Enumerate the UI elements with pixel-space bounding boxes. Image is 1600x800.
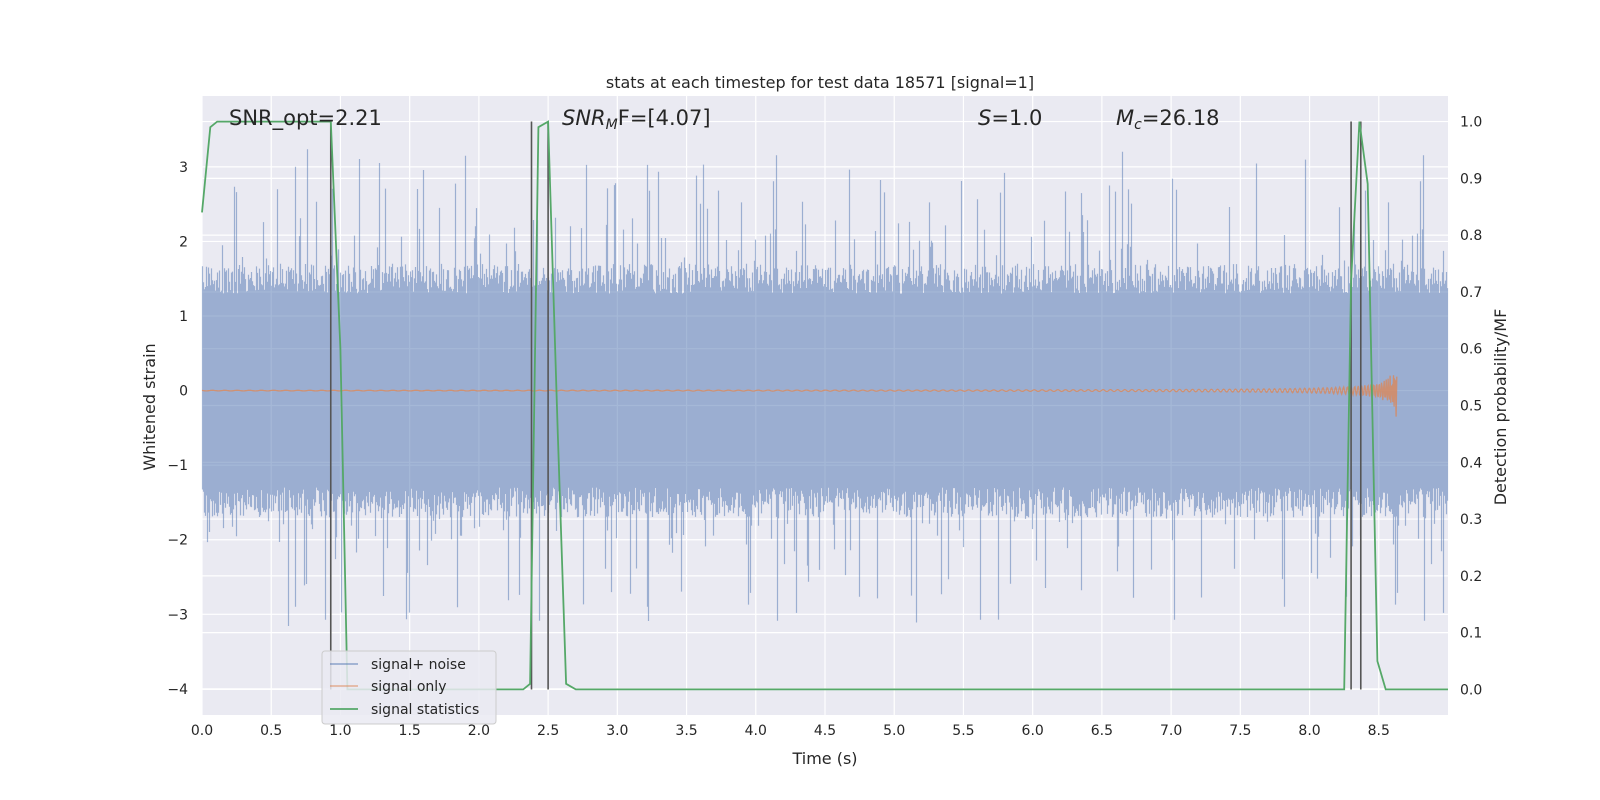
x-axis-label: Time (s) xyxy=(791,749,857,768)
x-tick-label: 8.5 xyxy=(1368,723,1390,739)
x-tick-label: 2.5 xyxy=(537,723,559,739)
y-tick-label: −3 xyxy=(167,607,188,623)
y-tick-label: −2 xyxy=(167,533,188,549)
y2-tick-label: 0.3 xyxy=(1460,512,1482,528)
y-tick-label: 1 xyxy=(179,309,188,325)
y2-tick-label: 0.5 xyxy=(1460,399,1482,415)
x-tick-label: 0.0 xyxy=(191,723,213,739)
y2-axis-label: Detection probability/MF xyxy=(1491,309,1510,506)
x-tick-label: 7.0 xyxy=(1160,723,1182,739)
y2-tick-label: 0.1 xyxy=(1460,626,1482,642)
legend-label-signal-statistics: signal statistics xyxy=(371,702,479,718)
y-axis-ticks: −4 −3 −2 −1 0 1 2 3 xyxy=(167,160,188,698)
y2-tick-label: 0.4 xyxy=(1460,455,1482,471)
x-tick-label: 5.5 xyxy=(952,723,974,739)
legend-label-signal-noise: signal+ noise xyxy=(371,657,466,673)
y-tick-label: 3 xyxy=(179,160,188,176)
x-tick-label: 5.0 xyxy=(883,723,905,739)
y-tick-label: −4 xyxy=(167,682,188,698)
annotation-s: S=1.0 xyxy=(978,106,1042,130)
legend: signal+ noise signal only signal statist… xyxy=(321,650,497,725)
x-tick-label: 6.5 xyxy=(1091,723,1113,739)
x-tick-label: 7.5 xyxy=(1229,723,1251,739)
series-signal-statistics xyxy=(201,120,1448,691)
x-tick-label: 4.0 xyxy=(745,723,767,739)
series-signal-only xyxy=(201,375,1398,417)
y2-tick-label: 0.2 xyxy=(1460,569,1482,585)
y-tick-label: 2 xyxy=(179,234,188,250)
y-tick-label: 0 xyxy=(179,384,188,400)
x-tick-label: 3.0 xyxy=(606,723,628,739)
legend-label-signal-only: signal only xyxy=(371,679,446,695)
x-tick-label: 0.5 xyxy=(260,723,282,739)
chart-title: stats at each timestep for test data 185… xyxy=(606,73,1034,92)
x-axis-ticks: 0.0 0.5 1.0 1.5 2.0 2.5 3.0 3.5 4.0 4.5 5.0 5.5 6.0 6… xyxy=(191,723,1390,739)
x-tick-label: 3.5 xyxy=(675,723,697,739)
x-tick-label: 8.0 xyxy=(1298,723,1320,739)
annotation-snr-opt: SNR_opt=2.21 xyxy=(229,106,382,131)
y2-tick-label: 0.9 xyxy=(1460,171,1482,187)
y2-tick-label: 1.0 xyxy=(1460,115,1482,131)
y2-tick-label: 0.0 xyxy=(1460,682,1482,698)
annotation-mc: Mc=26.18 xyxy=(1116,106,1220,133)
y2-tick-label: 0.8 xyxy=(1460,228,1482,244)
y2-tick-label: 0.6 xyxy=(1460,342,1482,358)
legend-box xyxy=(321,650,497,725)
x-tick-label: 4.5 xyxy=(814,723,836,739)
y-axis-label: Whitened strain xyxy=(140,343,159,470)
y2-tick-label: 0.7 xyxy=(1460,285,1482,301)
y-tick-label: −1 xyxy=(167,458,188,474)
annotation-snr-mf: SNRMF=[4.07] xyxy=(562,106,711,133)
x-tick-label: 1.0 xyxy=(329,723,351,739)
x-tick-label: 2.0 xyxy=(468,723,490,739)
x-tick-label: 6.0 xyxy=(1022,723,1044,739)
x-tick-label: 1.5 xyxy=(399,723,421,739)
y2-axis-ticks: 0.0 0.1 0.2 0.3 0.4 0.5 0.6 0.7 0.8 0.9 1.0 xyxy=(1460,115,1482,699)
